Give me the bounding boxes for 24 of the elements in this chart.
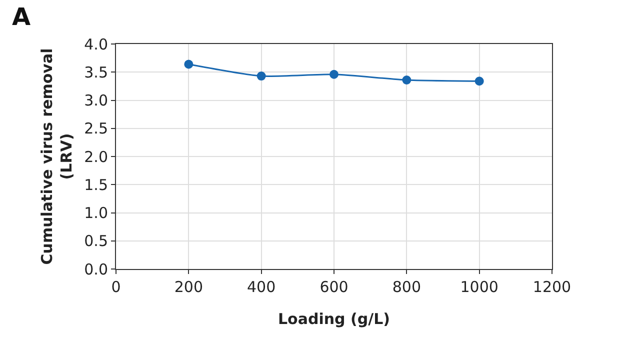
x-tick-label: 600 (320, 278, 348, 296)
y-tick-label: 3.0 (84, 92, 108, 110)
point (184, 60, 194, 69)
point (402, 76, 412, 84)
x-tick-label: 400 (247, 278, 276, 296)
point (256, 72, 266, 81)
x-tick-label: 800 (392, 278, 421, 296)
text: A (12, 3, 31, 31)
y-tick-label: 4.0 (84, 35, 108, 54)
y-axis-title: Cumulative virus removal (LRV) (38, 48, 76, 265)
x-tick-label: 200 (174, 278, 203, 296)
x-tick-label: 1200 (532, 278, 572, 296)
x-tick-label: 1000 (460, 278, 498, 296)
y-tick-label: 0.0 (84, 260, 108, 278)
point (330, 70, 338, 79)
y-tick-label: 1.0 (84, 204, 108, 222)
y-tick-label: 2.0 (84, 148, 108, 166)
y-tick-label: 0.5 (84, 232, 108, 250)
y-tick-label: 2.5 (84, 120, 108, 138)
x-axis-title: Loading (g/L) (278, 310, 390, 328)
x-tick-label: 0 (111, 278, 121, 296)
point (474, 76, 484, 86)
y-tick-label: 3.5 (84, 63, 108, 82)
y-tick-label: 1.5 (84, 176, 108, 194)
